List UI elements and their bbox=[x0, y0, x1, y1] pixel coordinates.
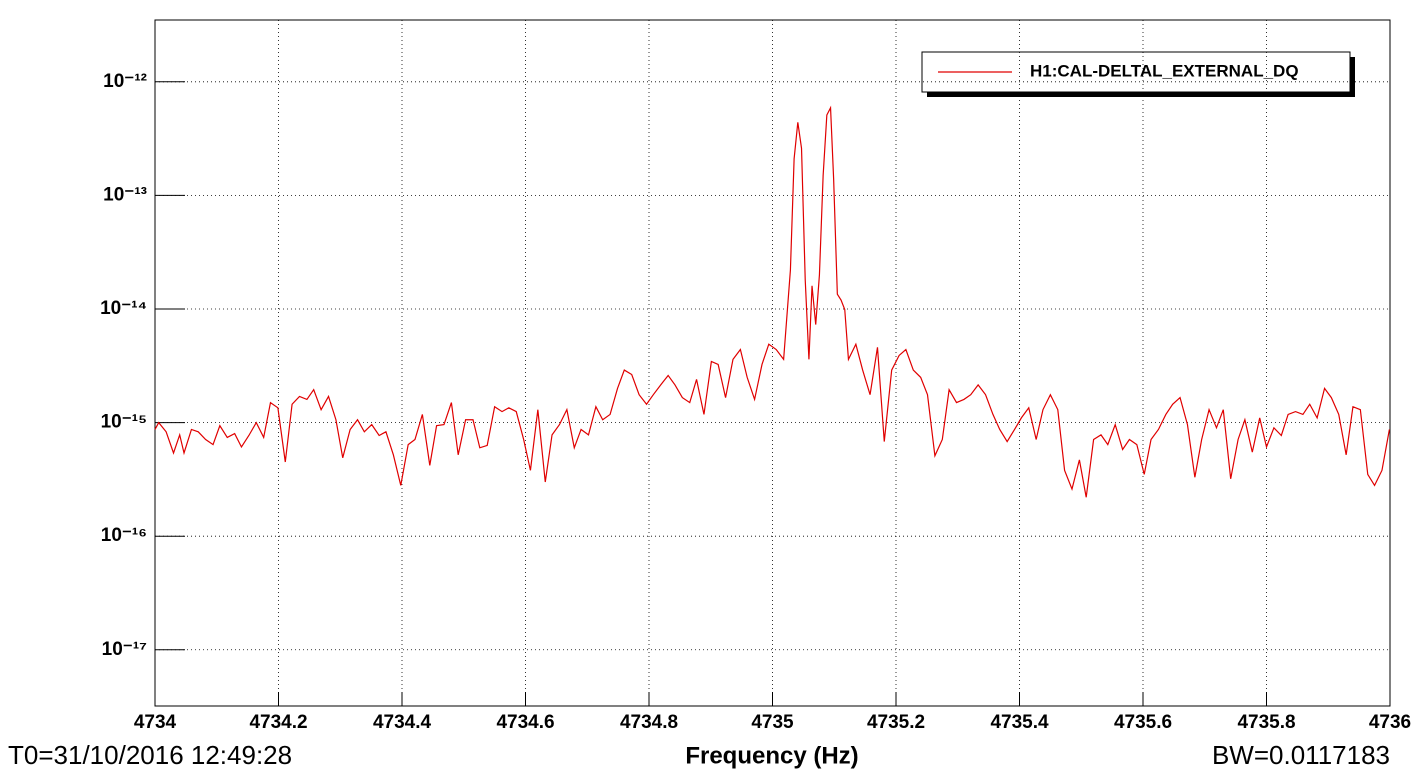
x-tick-label: 4734.4 bbox=[373, 712, 432, 733]
y-tick-label: 10⁻¹³ bbox=[103, 184, 147, 205]
x-tick-label: 4734.2 bbox=[249, 712, 307, 733]
y-tick-label: 10⁻¹⁷ bbox=[102, 639, 147, 660]
y-tick-label: 10⁻¹⁵ bbox=[101, 412, 147, 433]
x-tick-label: 4734.8 bbox=[620, 712, 678, 733]
x-tick-label: 4736 bbox=[1369, 712, 1411, 733]
plot-frame bbox=[154, 19, 1391, 707]
x-tick-label: 4734 bbox=[134, 712, 177, 733]
legend-label: H1:CAL-DELTAL_EXTERNAL_DQ bbox=[1030, 61, 1299, 80]
x-tick-label: 4735.4 bbox=[990, 712, 1049, 733]
x-tick-label: 4734.6 bbox=[496, 712, 554, 733]
x-tick-label: 4735.6 bbox=[1114, 712, 1172, 733]
footer-right: BW=0.0117183 bbox=[1212, 740, 1390, 770]
x-axis-label: Frequency (Hz) bbox=[685, 742, 858, 769]
y-tick-label: 10⁻¹⁶ bbox=[101, 525, 147, 546]
footer-left: T0=31/10/2016 12:49:28 bbox=[8, 740, 292, 770]
x-tick-label: 4735 bbox=[751, 712, 794, 733]
x-tick-label: 4735.8 bbox=[1237, 712, 1295, 733]
x-tick-label: 4735.2 bbox=[867, 712, 925, 733]
y-tick-label: 10⁻¹⁴ bbox=[100, 298, 147, 319]
series-line bbox=[154, 105, 1390, 498]
y-tick-label: 10⁻¹² bbox=[103, 71, 147, 92]
